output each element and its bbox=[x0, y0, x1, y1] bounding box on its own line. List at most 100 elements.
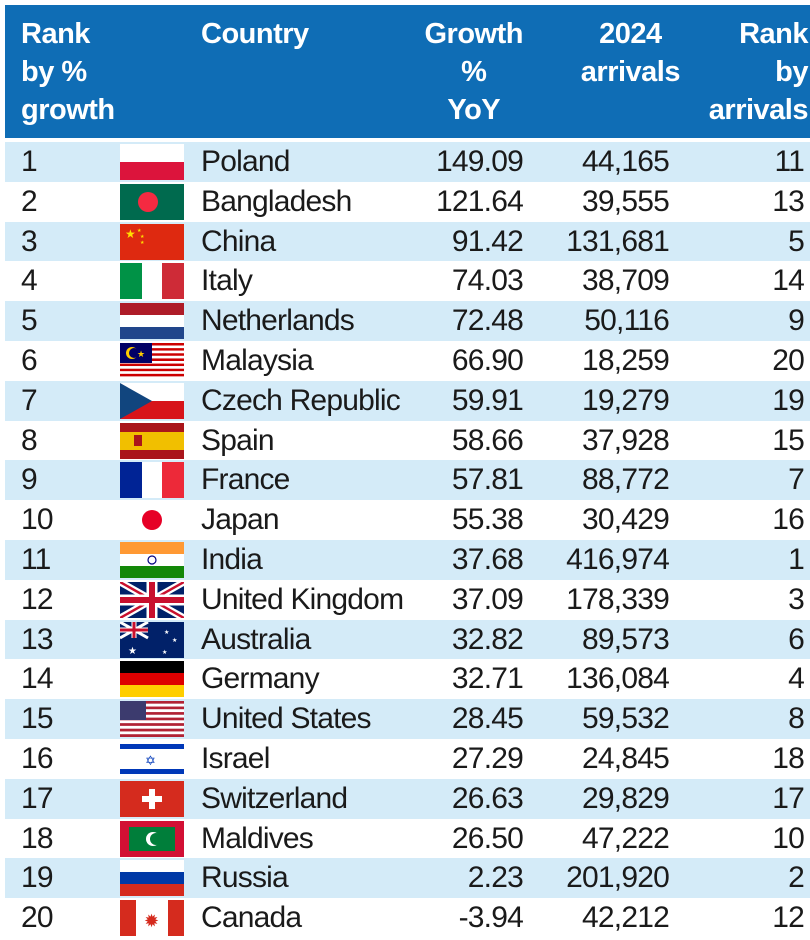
table-row: 10 Japan 55.38 30,429 16 bbox=[5, 500, 810, 540]
france-flag-icon bbox=[120, 462, 184, 499]
country-name: United States bbox=[201, 702, 372, 736]
rank-by-arrivals: 9 bbox=[788, 304, 805, 338]
rank-by-growth: 7 bbox=[21, 383, 38, 417]
canada-flag-icon: ✹ bbox=[120, 900, 184, 937]
header-line: 2024 bbox=[599, 18, 662, 50]
rank-by-growth: 18 bbox=[21, 821, 54, 855]
country-name: Maldives bbox=[201, 821, 314, 855]
arrivals-value: 178,339 bbox=[566, 582, 670, 616]
arrivals-value: 30,429 bbox=[582, 503, 670, 537]
country-name: India bbox=[201, 542, 263, 576]
rank-by-arrivals: 17 bbox=[772, 781, 805, 815]
arrivals-value: 18,259 bbox=[582, 343, 670, 377]
arrivals-value: 38,709 bbox=[582, 264, 670, 298]
growth-value: 74.03 bbox=[451, 264, 524, 298]
table-row: 2 Bangladesh 121.64 39,555 13 bbox=[5, 182, 810, 222]
header-rank-by-growth: Rank by % growth bbox=[21, 15, 115, 129]
growth-value: 58.66 bbox=[451, 423, 524, 457]
growth-value: 59.91 bbox=[451, 383, 524, 417]
table-row: 5 Netherlands 72.48 50,116 9 bbox=[5, 301, 810, 341]
country-name: China bbox=[201, 224, 276, 258]
table-row: 7 Czech Republic 59.91 19,279 19 bbox=[5, 380, 810, 421]
arrivals-value: 131,681 bbox=[566, 224, 670, 258]
arrivals-value: 59,532 bbox=[582, 702, 670, 736]
country-name: Israel bbox=[201, 741, 270, 775]
table-row: 1 Poland 149.09 44,165 11 bbox=[5, 142, 810, 182]
country-name: France bbox=[201, 463, 290, 497]
growth-value: 72.48 bbox=[451, 304, 524, 338]
rank-by-growth: 16 bbox=[21, 741, 54, 775]
growth-value: 28.45 bbox=[451, 702, 524, 736]
growth-value: 37.09 bbox=[451, 582, 524, 616]
growth-value: 149.09 bbox=[436, 145, 524, 178]
table-row: 4 Italy 74.03 38,709 14 bbox=[5, 261, 810, 301]
rank-by-growth: 17 bbox=[21, 781, 54, 815]
table-row: 16 ✡ Israel 27.29 24,845 18 bbox=[5, 739, 810, 779]
rank-by-arrivals: 16 bbox=[772, 503, 805, 537]
arrivals-value: 201,920 bbox=[566, 861, 670, 895]
china-flag-icon: ★ ★★★ bbox=[120, 223, 184, 260]
rank-by-growth: 10 bbox=[21, 503, 54, 537]
rank-by-arrivals: 3 bbox=[788, 582, 805, 616]
arrivals-value: 37,928 bbox=[582, 423, 670, 457]
table-row: 17 Switzerland 26.63 29,829 17 bbox=[5, 778, 810, 819]
growth-value: 2.23 bbox=[467, 861, 524, 895]
country-name: Japan bbox=[201, 503, 280, 537]
poland-flag-icon bbox=[120, 144, 184, 180]
rank-by-arrivals: 5 bbox=[788, 224, 805, 258]
arrivals-value: 24,845 bbox=[582, 741, 670, 775]
header-growth: Growth % YoY bbox=[425, 15, 524, 129]
table-row: 11 India 37.68 416,974 1 bbox=[5, 539, 810, 580]
russia-flag-icon bbox=[120, 860, 184, 897]
country-name: Germany bbox=[201, 662, 320, 696]
rank-by-arrivals: 20 bbox=[772, 343, 805, 377]
arrivals-value: 416,974 bbox=[566, 542, 670, 576]
table-header: Rank by % growth Country Growth % YoY 20… bbox=[5, 5, 810, 138]
table-row: 13 ★ ★ ★ ★ Australia 32.82 89,573 6 bbox=[5, 619, 810, 660]
header-country: Country bbox=[201, 18, 309, 50]
growth-value: 32.71 bbox=[451, 662, 524, 696]
rank-by-arrivals: 19 bbox=[772, 383, 805, 417]
switzerland-flag-icon bbox=[120, 780, 184, 817]
country-name: Russia bbox=[201, 861, 289, 895]
rank-by-arrivals: 15 bbox=[772, 423, 805, 457]
header-line: YoY bbox=[447, 94, 501, 126]
rank-by-arrivals: 7 bbox=[788, 463, 805, 497]
japan-flag-icon bbox=[120, 502, 184, 539]
arrivals-value: 89,573 bbox=[582, 622, 670, 656]
svg-text:✹: ✹ bbox=[144, 911, 159, 931]
country-name: Italy bbox=[201, 264, 253, 298]
rank-by-arrivals: 11 bbox=[774, 145, 804, 178]
malaysia-flag-icon: ★ bbox=[120, 342, 184, 379]
rank-by-growth: 4 bbox=[21, 264, 38, 298]
header-line: by bbox=[775, 56, 808, 88]
arrivals-value: 19,279 bbox=[582, 383, 670, 417]
italy-flag-icon bbox=[120, 263, 184, 300]
arrivals-value: 39,555 bbox=[582, 184, 670, 218]
svg-text:✡: ✡ bbox=[145, 753, 155, 768]
country-name: Switzerland bbox=[201, 781, 348, 815]
rank-by-growth: 1 bbox=[21, 145, 38, 178]
arrivals-value: 50,116 bbox=[584, 304, 670, 338]
rank-by-arrivals: 14 bbox=[772, 264, 805, 298]
rank-by-arrivals: 8 bbox=[788, 702, 805, 736]
table-row: 19 Russia 2.23 201,920 2 bbox=[5, 858, 810, 899]
rank-by-growth: 11 bbox=[21, 542, 51, 576]
svg-text:★: ★ bbox=[137, 349, 145, 359]
rank-by-growth: 3 bbox=[21, 224, 38, 258]
arrivals-value: 47,222 bbox=[582, 821, 670, 855]
country-name: Spain bbox=[201, 423, 275, 457]
header-line: % bbox=[461, 56, 487, 88]
header-line: arrivals bbox=[580, 56, 681, 88]
maldives-flag-icon bbox=[120, 820, 184, 857]
rank-by-growth: 14 bbox=[21, 662, 54, 696]
growth-value: 66.90 bbox=[451, 343, 524, 377]
table-row: 3 ★ ★ ★ ★ China 91.42 131,681 5 bbox=[5, 221, 810, 262]
country-name: United Kingdom bbox=[201, 582, 404, 616]
svg-text:★: ★ bbox=[164, 629, 169, 636]
rank-by-growth: 19 bbox=[21, 861, 54, 895]
rank-by-arrivals: 18 bbox=[772, 741, 805, 775]
uk-flag-icon bbox=[120, 581, 184, 618]
table-row: 8 Spain 58.66 37,928 15 bbox=[5, 421, 810, 461]
arrivals-value: 88,772 bbox=[582, 463, 670, 497]
